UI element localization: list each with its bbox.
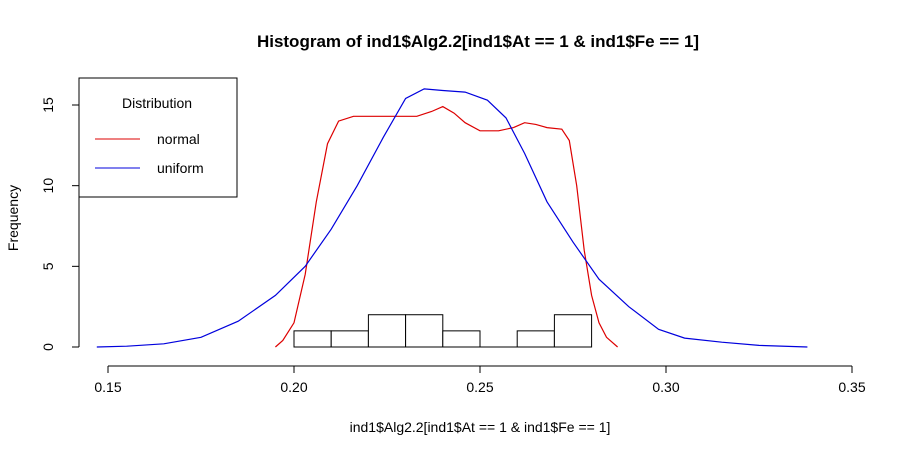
y-tick-label: 10	[40, 178, 56, 194]
series-line-uniform	[96, 88, 808, 348]
y-axis: 0 5 10 15	[40, 97, 80, 351]
legend-title: Distribution	[122, 95, 192, 111]
x-tick-label: 0.20	[280, 379, 307, 395]
x-axis: 0.15 0.20 0.25 0.30 0.35	[94, 365, 866, 395]
legend-label-uniform: uniform	[157, 160, 204, 176]
x-tick-label: 0.35	[838, 379, 865, 395]
histogram-bar	[553, 314, 593, 348]
legend-label-normal: normal	[157, 131, 200, 147]
chart-title: Histogram of ind1$Alg2.2[ind1$At == 1 & …	[257, 32, 699, 51]
legend-box	[78, 77, 238, 198]
histogram-bar	[367, 314, 407, 348]
x-axis-label: ind1$Alg2.2[ind1$At == 1 & ind1$Fe == 1]	[350, 419, 611, 435]
x-tick-label: 0.25	[466, 379, 493, 395]
x-tick-label: 0.30	[652, 379, 679, 395]
histogram-bar	[442, 330, 481, 348]
legend: Distribution normal uniform	[78, 77, 238, 198]
y-tick-label: 5	[40, 262, 56, 270]
x-tick-label: 0.15	[94, 379, 121, 395]
histogram-bar	[330, 330, 369, 348]
histogram-bar	[293, 330, 332, 348]
histogram-bar	[516, 330, 555, 348]
series-line-normal	[275, 105, 618, 348]
histogram-bars	[293, 314, 593, 348]
y-axis-label: Frequency	[5, 185, 21, 251]
y-tick-label: 0	[40, 343, 56, 351]
histogram-bar	[405, 314, 444, 348]
density-curves	[96, 88, 808, 348]
y-tick-label: 15	[40, 97, 56, 113]
